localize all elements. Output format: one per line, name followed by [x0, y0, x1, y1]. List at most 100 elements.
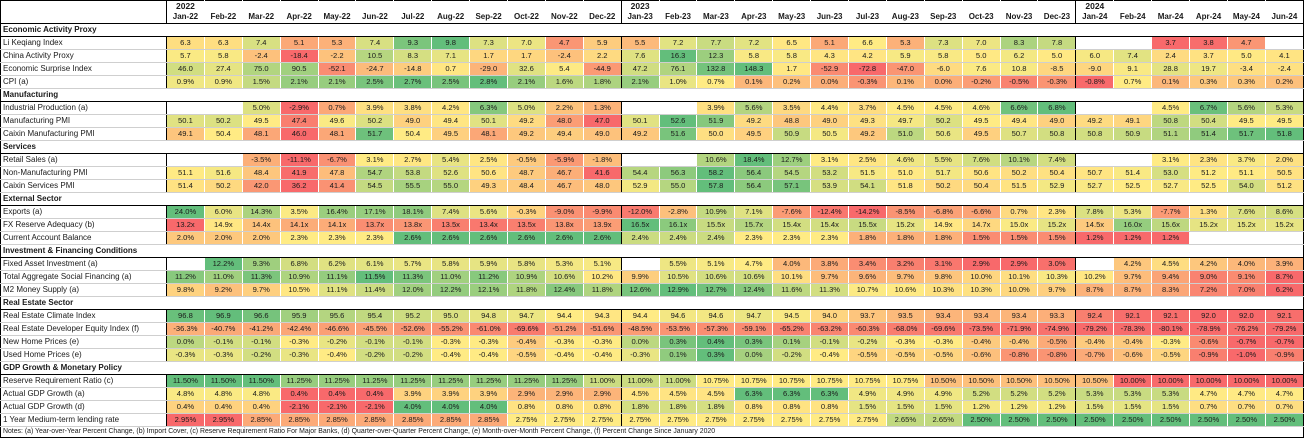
- heatmap-cell: 1.5%: [1113, 400, 1153, 414]
- heatmap-cell: 10.00%: [1265, 374, 1304, 388]
- heatmap-cell: 10.6%: [734, 270, 774, 284]
- heatmap-cell: -52.6%: [393, 322, 433, 336]
- heatmap-cell: 5.4%: [431, 153, 471, 167]
- month-header: Mar-23: [696, 11, 736, 24]
- heatmap-cell: -52.1: [318, 62, 357, 76]
- heatmap-cell: 94.7: [507, 309, 546, 323]
- heatmap-cell: 10.5: [355, 49, 395, 63]
- year-label: [280, 0, 319, 11]
- heatmap-cell: 49.2: [507, 127, 546, 141]
- heatmap-cell: 48.1: [469, 127, 509, 141]
- heatmap-cell: -69.6%: [924, 322, 963, 336]
- heatmap-cell: 5.6%: [734, 101, 774, 115]
- heatmap-cell: 2.0%: [1265, 153, 1304, 167]
- heatmap-cell: 5.6%: [469, 205, 509, 219]
- heatmap-cell: 2.9%: [962, 257, 1001, 271]
- heatmap-cell: 3.1%: [924, 257, 963, 271]
- heatmap-cell: 49.1: [166, 127, 205, 141]
- heatmap-cell: 6.3%: [469, 101, 509, 115]
- heatmap-cell: 94.6: [659, 309, 698, 323]
- heatmap-cell: 9.7%: [886, 270, 925, 284]
- heatmap-cell: 7.4: [242, 36, 281, 50]
- heatmap-cell: -0.3%: [280, 335, 319, 349]
- heatmap-cell: 50.9: [772, 127, 812, 141]
- heatmap-cell: 3.5%: [280, 205, 319, 219]
- heatmap-cell: 1.3%: [1189, 205, 1228, 219]
- heatmap-cell: 9.7%: [810, 270, 850, 284]
- heatmap-cell: 5.8: [772, 49, 812, 63]
- heatmap-cell: 53.9: [810, 179, 850, 193]
- heatmap-cell: 7.1: [431, 49, 471, 63]
- heatmap-cell: 2.85%: [393, 413, 433, 427]
- heatmap-cell: -0.4%: [1000, 335, 1039, 349]
- heatmap-cell: 4.0%: [393, 400, 433, 414]
- heatmap-cell: -9.0%: [545, 205, 584, 219]
- heatmap-cell: -0.3%: [621, 348, 660, 362]
- heatmap-cell: -55.2%: [431, 322, 471, 336]
- heatmap-cell: 92.1: [1113, 309, 1153, 323]
- heatmap-cell: -1.8%: [583, 153, 622, 167]
- heatmap-cell: 4.0%: [1227, 257, 1266, 271]
- heatmap-cell: [659, 101, 698, 115]
- heatmap-cell: 2.9%: [1000, 257, 1039, 271]
- heatmap-cell: 11.3%: [242, 270, 281, 284]
- heatmap-cell: -0.8%: [1075, 75, 1115, 89]
- heatmap-cell: 0.7%: [318, 101, 357, 115]
- month-header: Nov-22: [545, 11, 584, 24]
- heatmap-cell: 15.4x: [810, 218, 850, 232]
- section-header-row: Economic Activity Proxy: [0, 23, 1304, 37]
- heatmap-cell: 7.8%: [1075, 205, 1115, 219]
- heatmap-cell: [166, 153, 205, 167]
- heatmap-cell: 49.5: [431, 127, 471, 141]
- table-row: Real Estate Developer Equity Index (f) -3…: [0, 322, 1304, 336]
- heatmap-cell: -0.3%: [204, 348, 243, 362]
- heatmap-cell: 2.3%: [810, 231, 850, 245]
- heatmap-cell: -80.1%: [1151, 322, 1191, 336]
- year-label: [393, 0, 433, 11]
- heatmap-cell: -68.0%: [886, 322, 925, 336]
- heatmap-cell: -73.5%: [962, 322, 1001, 336]
- heatmap-cell: 50.6: [924, 127, 963, 141]
- heatmap-cell: 12.2%: [431, 283, 471, 297]
- heatmap-cell: 2.1%: [318, 75, 357, 89]
- heatmap-cell: 50.0: [696, 127, 736, 141]
- heatmap-cell: [166, 101, 205, 115]
- heatmap-cell: 1.8%: [696, 400, 736, 414]
- heatmap-cell: -0.4%: [469, 348, 509, 362]
- heatmap-cell: 7.3: [924, 36, 963, 50]
- month-header: May-24: [1227, 11, 1266, 24]
- heatmap-cell: 2.3%: [1189, 153, 1228, 167]
- heatmap-cell: 95.4: [355, 309, 395, 323]
- heatmap-cell: -0.4%: [962, 335, 1001, 349]
- heatmap-cell: 6.7%: [1189, 101, 1228, 115]
- heatmap-cell: 11.0%: [431, 270, 471, 284]
- heatmap-cell: 56.4: [734, 179, 774, 193]
- heatmap-cell: 6.1%: [355, 257, 395, 271]
- table-row: Current Account Balance 2.0% 2.0% 2.0% 2.3% 2…: [0, 231, 1304, 245]
- month-header: Mar-22: [242, 11, 281, 24]
- heatmap-cell: 5.6%: [1227, 101, 1266, 115]
- heatmap-cell: 11.8%: [507, 283, 546, 297]
- heatmap-cell: 7.2: [734, 36, 774, 50]
- heatmap-cell: 2.75%: [507, 413, 546, 427]
- heatmap-cell: -2.1%: [355, 400, 395, 414]
- heatmap-cell: 9.7%: [1113, 270, 1153, 284]
- heatmap-cell: 2.95%: [166, 413, 205, 427]
- heatmap-cell: 0.7%: [696, 75, 736, 89]
- heatmap-cell: 3.9%: [355, 101, 395, 115]
- heatmap-cell: 5.0: [1037, 49, 1077, 63]
- heatmap-cell: 50.4: [962, 179, 1001, 193]
- heatmap-cell: 52.6: [659, 114, 698, 128]
- row-label: Actual GDP Growth (d): [0, 400, 167, 414]
- heatmap-cell: 11.2%: [469, 270, 509, 284]
- heatmap-cell: -74.9%: [1037, 322, 1077, 336]
- heatmap-cell: 4.5%: [1151, 101, 1191, 115]
- heatmap-cell: 94.0: [810, 309, 850, 323]
- heatmap-cell: 5.3%: [1113, 387, 1153, 401]
- row-label: Retail Sales (a): [0, 153, 167, 167]
- heatmap-cell: 4.7%: [734, 257, 774, 271]
- heatmap-cell: 92.0: [1227, 309, 1266, 323]
- section-header-row: Manufacturing: [0, 88, 1304, 102]
- heatmap-cell: 11.8%: [583, 283, 622, 297]
- heatmap-cell: 55.0: [431, 179, 471, 193]
